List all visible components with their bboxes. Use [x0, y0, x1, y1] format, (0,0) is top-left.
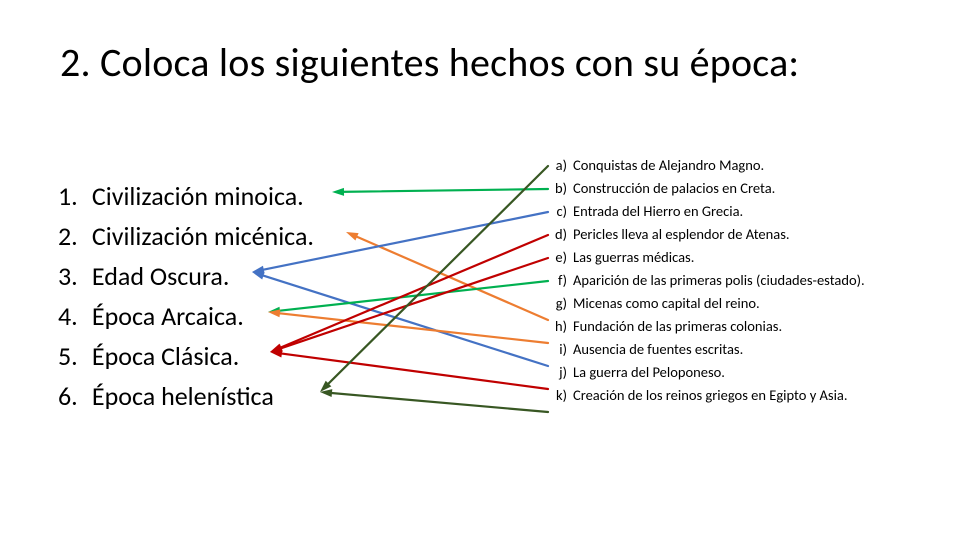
right-item-letter: j): [545, 361, 573, 384]
right-item-label: Las guerras médicas.: [573, 246, 694, 269]
right-item-label: Aparición de las primeras polis (ciudade…: [573, 269, 865, 292]
right-item-letter: h): [545, 315, 573, 338]
left-item-1: 1. Civilización minoica.: [58, 176, 314, 216]
right-item-label: Pericles lleva al esplendor de Atenas.: [573, 223, 790, 246]
left-item-number: 1.: [58, 176, 86, 216]
left-item-number: 5.: [58, 336, 86, 376]
right-item-letter: e): [545, 246, 573, 269]
left-item-2: 2. Civilización micénica.: [58, 216, 314, 256]
right-item-letter: b): [545, 177, 573, 200]
right-item-label: Ausencia de fuentes escritas.: [573, 338, 743, 361]
left-item-number: 3.: [58, 256, 86, 296]
left-item-3: 3. Edad Oscura.: [58, 256, 314, 296]
left-item-label: Época helenística: [92, 376, 274, 416]
right-item-f: f)Aparición de las primeras polis (ciuda…: [545, 269, 865, 292]
right-item-h: h)Fundación de las primeras colonias.: [545, 315, 865, 338]
right-item-label: La guerra del Peloponeso.: [573, 361, 725, 384]
left-item-5: 5. Época Clásica.: [58, 336, 314, 376]
right-item-j: j)La guerra del Peloponeso.: [545, 361, 865, 384]
right-item-letter: i): [545, 338, 573, 361]
left-item-number: 6.: [58, 376, 86, 416]
right-item-label: Construcción de palacios en Creta.: [573, 177, 775, 200]
right-item-letter: c): [545, 200, 573, 223]
left-item-label: Civilización micénica.: [92, 216, 314, 256]
left-item-number: 2.: [58, 216, 86, 256]
left-item-label: Civilización minoica.: [92, 176, 304, 216]
left-item-6: 6. Época helenística: [58, 376, 314, 416]
left-item-label: Edad Oscura.: [92, 256, 230, 296]
right-item-label: Entrada del Hierro en Grecia.: [573, 200, 743, 223]
left-item-label: Época Clásica.: [92, 336, 239, 376]
right-item-b: b)Construcción de palacios en Creta.: [545, 177, 865, 200]
right-item-label: Micenas como capital del reino.: [573, 292, 760, 315]
right-item-i: i)Ausencia de fuentes escritas.: [545, 338, 865, 361]
page-title: 2. Coloca los siguientes hechos con su é…: [60, 38, 799, 87]
left-item-4: 4. Época Arcaica.: [58, 296, 314, 336]
right-item-letter: k): [545, 384, 573, 407]
right-item-e: e)Las guerras médicas.: [545, 246, 865, 269]
right-item-label: Fundación de las primeras colonias.: [573, 315, 782, 338]
left-list: 1. Civilización minoica. 2. Civilización…: [58, 176, 314, 416]
right-item-d: d)Pericles lleva al esplendor de Atenas.: [545, 223, 865, 246]
left-item-number: 4.: [58, 296, 86, 336]
right-item-letter: d): [545, 223, 573, 246]
right-item-label: Conquistas de Alejandro Magno.: [573, 154, 764, 177]
right-item-letter: g): [545, 292, 573, 315]
right-item-letter: a): [545, 154, 573, 177]
right-item-letter: f): [545, 269, 573, 292]
right-list: a)Conquistas de Alejandro Magno. b)Const…: [545, 154, 865, 407]
right-item-a: a)Conquistas de Alejandro Magno.: [545, 154, 865, 177]
right-item-k: k)Creación de los reinos griegos en Egip…: [545, 384, 865, 407]
left-item-label: Época Arcaica.: [92, 296, 244, 336]
right-item-g: g)Micenas como capital del reino.: [545, 292, 865, 315]
right-item-label: Creación de los reinos griegos en Egipto…: [573, 384, 848, 407]
right-item-c: c)Entrada del Hierro en Grecia.: [545, 200, 865, 223]
